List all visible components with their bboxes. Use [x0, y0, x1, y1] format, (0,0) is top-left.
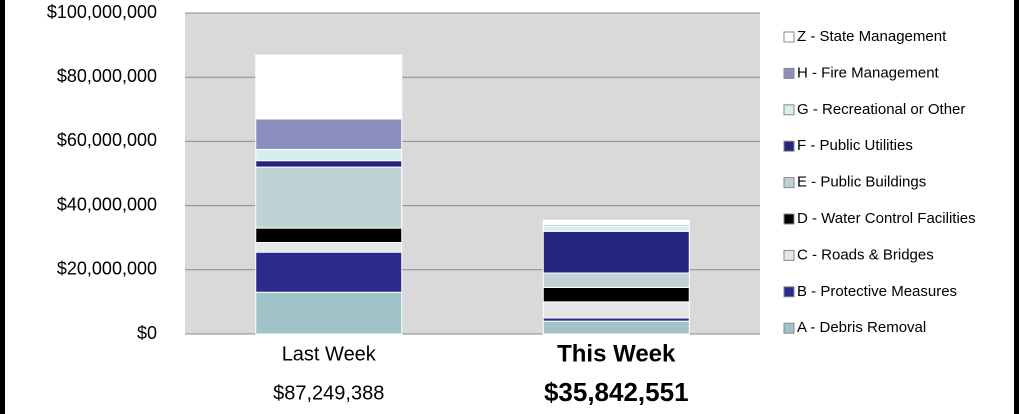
- legend-swatch: [783, 177, 795, 189]
- y-tick-label: $80,000,000: [57, 66, 157, 86]
- x-tick-label: This Week: [557, 340, 676, 367]
- bar-segment: [542, 320, 690, 335]
- left-border: [0, 0, 5, 414]
- y-tick-label: $60,000,000: [57, 130, 157, 150]
- legend-swatch: [783, 31, 795, 43]
- total-label: $35,842,551: [544, 377, 689, 407]
- bar-segment: [542, 301, 690, 319]
- legend-label: H - Fire Management: [797, 64, 940, 81]
- legend-swatch: [783, 322, 795, 334]
- bar-segment: [542, 272, 690, 288]
- legend-label: F - Public Utilities: [797, 137, 913, 154]
- bar-segment: [255, 53, 403, 120]
- y-tick-label: $20,000,000: [57, 259, 157, 279]
- legend-swatch: [783, 213, 795, 225]
- bar-segment: [255, 166, 403, 229]
- bar-segment: [255, 291, 403, 335]
- legend-label: A - Debris Removal: [797, 319, 926, 336]
- bar-segment: [255, 118, 403, 150]
- bar-segment: [255, 160, 403, 168]
- legend-swatch: [783, 286, 795, 298]
- x-tick-label: Last Week: [282, 343, 377, 365]
- legend-swatch: [783, 249, 795, 261]
- legend-label: Z - State Management: [797, 28, 947, 45]
- legend-label: E - Public Buildings: [797, 174, 926, 191]
- bar-segment: [542, 230, 690, 274]
- bar-segment: [255, 251, 403, 293]
- right-border: [1014, 0, 1019, 414]
- bar-segment: [542, 225, 690, 232]
- y-tick-label: $40,000,000: [57, 194, 157, 214]
- legend-swatch: [783, 104, 795, 116]
- legend-label: G - Recreational or Other: [797, 101, 965, 118]
- total-label: $87,249,388: [273, 382, 384, 404]
- y-tick-label: $100,000,000: [47, 2, 157, 22]
- bar-segment: [255, 227, 403, 244]
- legend-swatch: [783, 140, 795, 152]
- legend-label: B - Protective Measures: [797, 283, 957, 300]
- bar-segment: [255, 242, 403, 253]
- legend-label: C - Roads & Bridges: [797, 246, 934, 263]
- bar-segment: [542, 286, 690, 303]
- legend-label: D - Water Control Facilities: [797, 210, 976, 227]
- bar-segment: [255, 148, 403, 162]
- y-tick-label: $0: [137, 323, 157, 343]
- legend-swatch: [783, 67, 795, 79]
- bar-segment: [542, 219, 690, 226]
